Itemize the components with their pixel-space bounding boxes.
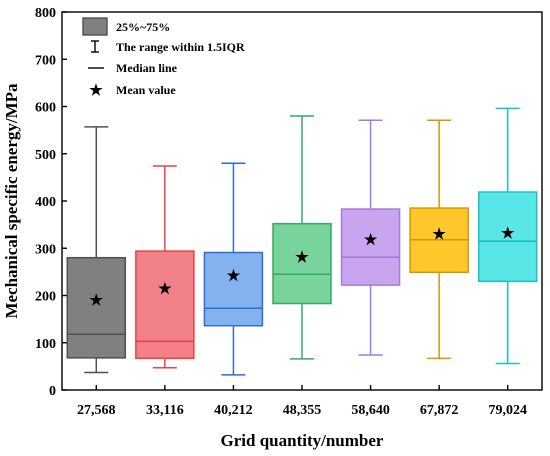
mean-marker: ★ [227,269,241,285]
legend-box-swatch [82,17,108,36]
x-tick-label: 48,355 [283,403,322,418]
x-tick-label: 58,640 [351,403,390,418]
legend-median-label: Median line [116,61,178,75]
x-tick-label: 40,212 [214,403,253,418]
iqr-box [203,251,264,327]
x-tick-label: 67,872 [420,403,459,418]
y-tick-label: 800 [35,6,56,21]
legend-mean-label: Mean value [116,83,176,97]
legend-whisker-label: The range within 1.5IQR [116,40,245,54]
y-axis: 0 100 200 300 400 500 600 700 800 [35,6,67,399]
box-item: ★ [135,165,195,369]
iqr-box [477,191,538,283]
y-tick-label: 700 [35,53,56,68]
x-tick-label: 27,568 [77,403,116,418]
box-item: ★ [477,107,538,365]
iqr-box [135,250,195,360]
x-tick-label: 33,116 [146,403,184,418]
x-axis-label: Grid quantity/number [221,431,384,450]
y-tick-label: 600 [35,101,56,116]
legend: 25%~75% The range within 1.5IQR Median l… [82,17,245,99]
x-axis: 27,568 33,116 40,212 48,355 58,640 67,872 79,0… [77,385,527,418]
legend-box-label: 25%~75% [116,20,170,34]
box-item: ★ [409,119,469,360]
y-tick-label: 0 [49,384,56,399]
mean-marker: ★ [501,226,515,242]
legend-whisker-symbol [91,40,99,53]
mean-marker: ★ [90,293,104,309]
y-tick-label: 400 [35,195,56,210]
box-item: ★ [272,115,332,360]
mean-marker: ★ [364,232,378,248]
y-tick-label: 300 [35,242,56,257]
mean-marker: ★ [432,227,446,243]
y-tick-label: 200 [35,290,56,305]
legend-mean-symbol: ★ [89,83,103,99]
mean-marker: ★ [295,250,309,266]
box-item: ★ [340,119,401,356]
box-item: ★ [203,162,264,376]
y-tick-label: 100 [35,337,56,352]
iqr-box [66,256,127,359]
iqr-box [272,222,332,305]
boxes-group: ★ ★ ★ ★ ★ ★ ★ [66,107,538,376]
mean-marker: ★ [158,281,172,297]
box-item: ★ [66,126,127,374]
x-tick-label: 79,024 [488,403,527,418]
y-axis-label: Mechanical specific energy/MPa [2,83,21,319]
y-tick-label: 500 [35,148,56,163]
iqr-box [340,208,401,286]
